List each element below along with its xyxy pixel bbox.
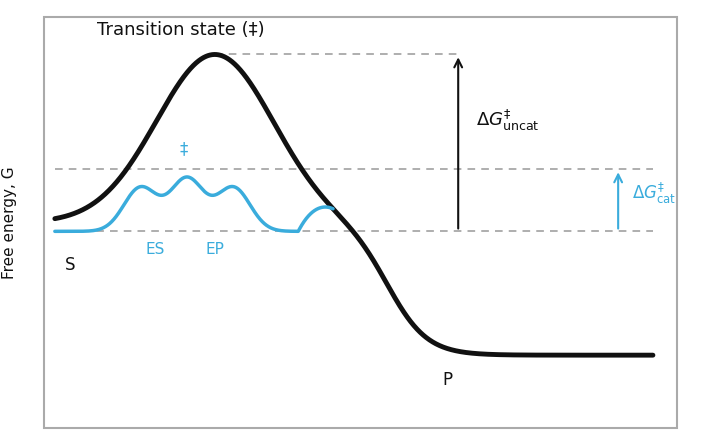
Text: EP: EP bbox=[205, 243, 224, 257]
Text: Transition state (‡): Transition state (‡) bbox=[96, 21, 264, 39]
Text: ES: ES bbox=[146, 243, 165, 257]
Text: $\Delta G^{\ddagger}_{\mathrm{uncat}}$: $\Delta G^{\ddagger}_{\mathrm{uncat}}$ bbox=[476, 108, 539, 134]
Text: ‡: ‡ bbox=[179, 140, 188, 158]
Text: Free energy, G: Free energy, G bbox=[2, 166, 17, 279]
Text: S: S bbox=[65, 256, 76, 274]
Text: P: P bbox=[443, 371, 453, 388]
Text: $\Delta G^{\ddagger}_{\mathrm{cat}}$: $\Delta G^{\ddagger}_{\mathrm{cat}}$ bbox=[632, 181, 676, 206]
FancyBboxPatch shape bbox=[44, 17, 677, 428]
